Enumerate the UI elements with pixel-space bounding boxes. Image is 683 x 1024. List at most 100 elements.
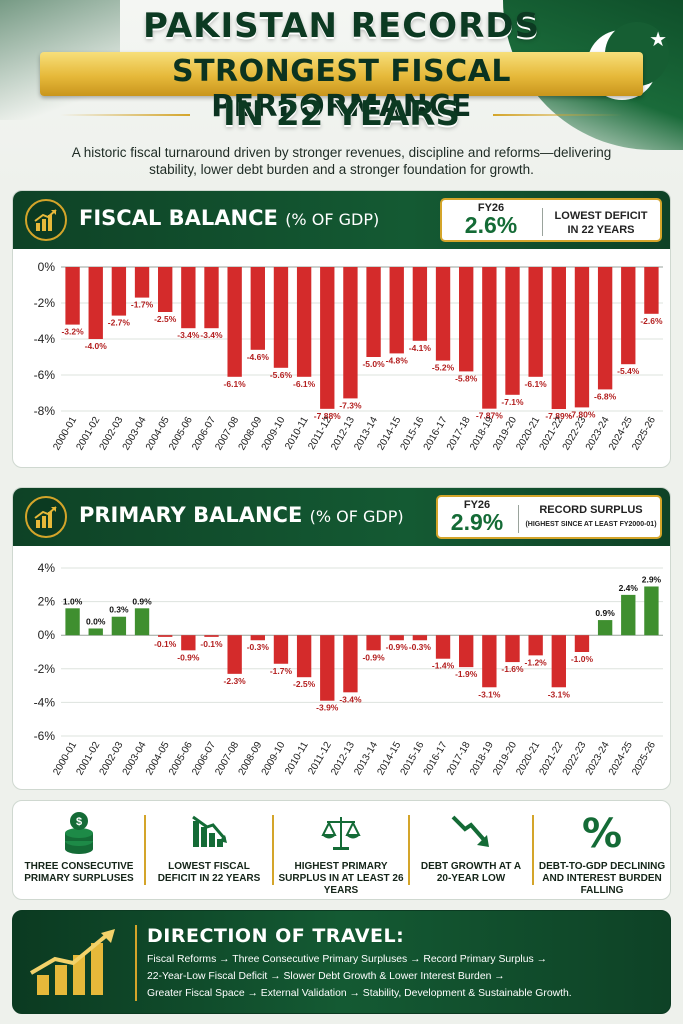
data-label-2012-13: -7.3% [339, 400, 362, 410]
fiscal-balance-chart: 0%-2%-4%-6%-8%-3.2%2000-01-4.0%2001-02-2… [34, 260, 663, 452]
data-label-2022-23: -1.0% [571, 654, 594, 664]
growth-chart-icon [25, 496, 67, 538]
fact-item-debt-growth: DEBT GROWTH AT A 20-YEAR LOW [413, 809, 529, 893]
bar-2025-26 [644, 586, 659, 636]
data-label-2007-08: -2.3% [224, 676, 247, 686]
y-tick-label: -2% [34, 296, 56, 310]
percent-icon: % [582, 811, 622, 855]
bar-2021-22 [551, 267, 566, 410]
bar-2022-23 [574, 635, 590, 652]
fact-item-lowest-deficit: LOWEST FISCAL DEFICIT IN 22 YEARS [149, 809, 269, 893]
bar-2004-05 [158, 635, 173, 637]
data-label-2003-04: 0.9% [132, 596, 152, 606]
data-label-2018-19: -7.87% [476, 411, 503, 421]
bar-2005-06 [181, 635, 196, 651]
primary-kpi-divider [518, 505, 519, 533]
bar-2017-18 [459, 635, 474, 668]
bar-2004-05 [158, 267, 173, 312]
hero-header: ★ PAKISTAN RECORDS STRONGEST FISCAL PERF… [0, 0, 683, 190]
data-label-2011-12: -7.88% [314, 411, 341, 421]
data-label-2025-26: 2.9% [642, 574, 662, 584]
bar-2013-14 [366, 635, 381, 651]
data-label-2015-16: -0.3% [409, 642, 432, 652]
bar-2022-23 [574, 267, 590, 408]
bar-2011-12 [320, 635, 335, 701]
bar-2006-07 [204, 267, 219, 329]
y-tick-label: 0% [38, 628, 56, 642]
data-label-2010-11: -6.1% [293, 379, 316, 389]
data-label-2017-18: -1.9% [455, 669, 478, 679]
bar-2020-21 [528, 267, 543, 377]
data-label-2024-25: 2.4% [619, 583, 639, 593]
fact-divider [408, 815, 410, 885]
data-label-2021-22: -3.1% [548, 689, 571, 699]
title-decor-line-left [60, 114, 190, 116]
fact-label-lowest-deficit: LOWEST FISCAL DEFICIT IN 22 YEARS [157, 861, 261, 884]
data-label-2000-01: 1.0% [63, 596, 83, 606]
data-label-2002-03: -2.7% [108, 318, 131, 328]
key-facts-row: $ THREE CONSECUTIVE PRIMARY SURPLUSES LO… [12, 800, 671, 900]
direction-line-1: Fiscal Reforms → Three Consecutive Prima… [147, 954, 547, 965]
subtitle: A historic fiscal turnaround driven by s… [71, 145, 612, 177]
bar-2014-15 [389, 635, 404, 641]
growth-chart-icon [25, 199, 67, 241]
fiscal-kpi-fy: FY26 [477, 202, 505, 214]
bar-2009-10 [273, 267, 289, 368]
downtrend-arrow-icon [451, 815, 489, 847]
data-label-2016-17: -1.4% [432, 661, 455, 671]
direction-line-2: 22-Year-Low Fiscal Deficit → Slower Debt… [147, 971, 505, 982]
data-label-2014-15: -4.8% [386, 355, 409, 365]
title-gold-band [40, 52, 643, 96]
data-label-2006-07: -0.1% [200, 639, 223, 649]
fact-divider [532, 815, 534, 885]
bar-2000-01 [65, 608, 80, 636]
primary-kpi-box: FY26 2.9% RECORD SURPLUS (HIGHEST SINCE … [436, 495, 662, 539]
bar-2008-09 [250, 635, 265, 641]
fact-item-surpluses: $ THREE CONSECUTIVE PRIMARY SURPLUSES [17, 809, 141, 893]
data-label-2016-17: -5.2% [432, 363, 455, 373]
data-label-2015-16: -4.1% [409, 343, 432, 353]
data-label-2023-24: -6.8% [594, 391, 617, 401]
data-label-2006-07: -3.4% [200, 330, 223, 340]
bar-2008-09 [250, 267, 265, 350]
y-tick-label: 0% [38, 260, 56, 274]
fiscal-panel-header: FISCAL BALANCE (% OF GDP) FY26 2.6% LOWE… [13, 191, 670, 249]
bar-2013-14 [366, 267, 381, 357]
data-label-2005-06: -0.9% [177, 652, 200, 662]
bar-2010-11 [296, 267, 312, 377]
data-label-2025-26: -2.6% [640, 316, 663, 326]
bar-2024-25 [621, 267, 636, 365]
bar-2014-15 [389, 267, 404, 354]
data-label-2001-02: 0.0% [86, 616, 106, 626]
bar-2017-18 [459, 267, 474, 372]
bar-2024-25 [621, 594, 636, 636]
primary-kpi-value: 2.9% [450, 509, 504, 535]
bar-2019-20 [505, 635, 520, 663]
bar-2016-17 [435, 267, 451, 361]
data-label-2007-08: -6.1% [224, 379, 247, 389]
fiscal-panel-title: FISCAL BALANCE (% OF GDP) [79, 206, 379, 230]
fact-item-debt-to-gdp: % DEBT-TO-GDP DECLINING AND INTEREST BUR… [537, 809, 667, 896]
primary-kpi-note-main: RECORD SURPLUS [539, 504, 643, 516]
primary-panel-title: PRIMARY BALANCE (% OF GDP) [79, 503, 404, 527]
bar-2005-06 [181, 267, 196, 329]
data-label-2008-09: -0.3% [247, 642, 270, 652]
primary-kpi-note-sub: (HIGHEST SINCE AT LEAST FY2000-01) [525, 521, 657, 528]
bar-2019-20 [505, 267, 520, 395]
data-label-2010-11: -2.5% [293, 679, 316, 689]
data-label-2001-02: -4.0% [85, 341, 108, 351]
bar-2006-07 [204, 635, 219, 637]
growth-bars-icon [29, 929, 115, 995]
svg-text:$: $ [76, 816, 82, 828]
primary-title-unit: (% OF GDP) [309, 507, 404, 526]
data-label-2014-15: -0.9% [386, 642, 409, 652]
bar-2009-10 [273, 635, 289, 664]
data-label-2008-09: -4.6% [247, 352, 270, 362]
direction-title: DIRECTION OF TRAVEL: [147, 925, 405, 947]
bar-2021-22 [551, 635, 566, 688]
data-label-2024-25: -5.4% [617, 366, 640, 376]
fiscal-kpi-box: FY26 2.6% LOWEST DEFICIT IN 22 YEARS [440, 198, 662, 242]
bar-2012-13 [343, 267, 358, 399]
coins-icon: $ [65, 812, 93, 854]
direction-of-travel-banner: DIRECTION OF TRAVEL: Fiscal Reforms → Th… [12, 910, 671, 1014]
